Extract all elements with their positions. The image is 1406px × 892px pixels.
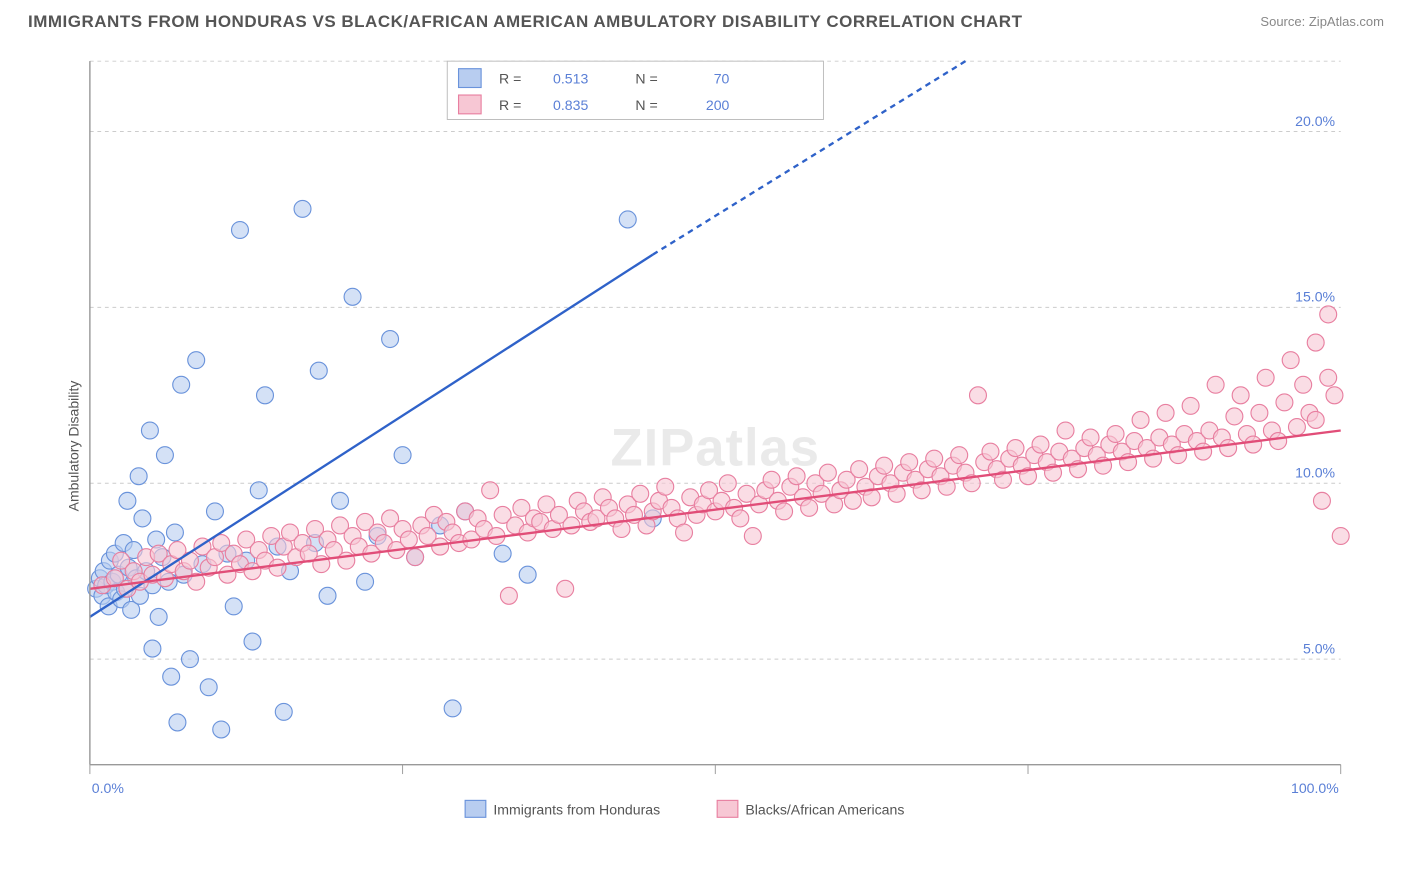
svg-text:ZIPatlas: ZIPatlas <box>611 419 820 478</box>
source-link[interactable]: ZipAtlas.com <box>1309 14 1384 29</box>
svg-text:20.0%: 20.0% <box>1295 113 1335 129</box>
svg-text:0.513: 0.513 <box>553 71 588 87</box>
svg-text:R =: R = <box>499 97 521 113</box>
svg-text:100.0%: 100.0% <box>1291 780 1339 796</box>
source-attribution: Source: ZipAtlas.com <box>1260 14 1384 29</box>
svg-text:10.0%: 10.0% <box>1295 465 1335 481</box>
svg-text:0.0%: 0.0% <box>92 780 125 796</box>
svg-text:70: 70 <box>714 71 730 87</box>
svg-text:200: 200 <box>706 97 730 113</box>
scatter-chart: ZIPatlas 0.0% 100.0% 5.0% 10.0% 15.0% 20.0% R =… <box>50 48 1390 838</box>
svg-text:N =: N = <box>635 97 657 113</box>
svg-text:15.0%: 15.0% <box>1295 289 1335 305</box>
svg-text:Immigrants from Honduras: Immigrants from Honduras <box>493 801 660 817</box>
svg-text:Blacks/African Americans: Blacks/African Americans <box>745 801 904 817</box>
chart-title: IMMIGRANTS FROM HONDURAS VS BLACK/AFRICA… <box>28 12 1022 32</box>
svg-text:5.0%: 5.0% <box>1303 640 1336 656</box>
source-label: Source: <box>1260 14 1305 29</box>
svg-text:R =: R = <box>499 71 521 87</box>
series-honduras <box>88 200 662 738</box>
svg-text:0.835: 0.835 <box>553 97 588 113</box>
svg-text:N =: N = <box>635 71 657 87</box>
